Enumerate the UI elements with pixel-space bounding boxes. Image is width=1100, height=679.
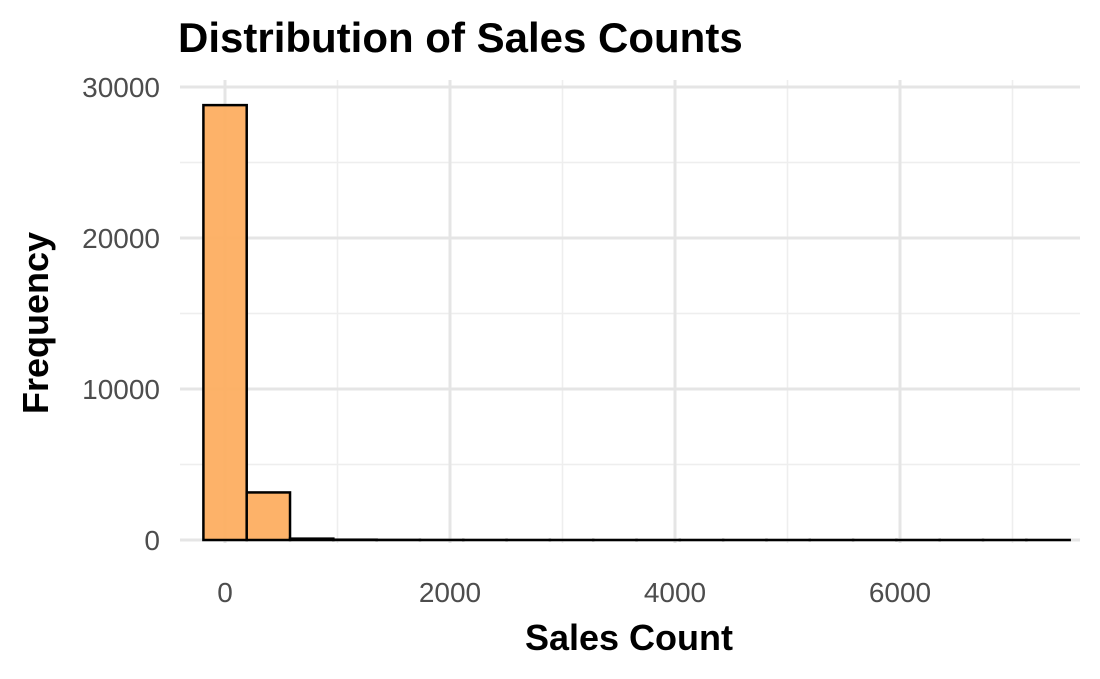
y-tick-label: 20000	[82, 223, 160, 254]
x-axis-title: Sales Count	[525, 617, 733, 658]
y-tick-label: 30000	[82, 72, 160, 103]
histogram-bar	[288, 537, 335, 542]
histogram-bar	[202, 103, 248, 542]
grid	[180, 80, 1080, 543]
x-axis-ticks: 0 2000 4000 6000	[217, 577, 931, 608]
x-tick-label: 6000	[869, 577, 931, 608]
y-tick-label: 10000	[82, 374, 160, 405]
y-axis-title: Frequency	[15, 232, 56, 414]
chart-title: Distribution of Sales Counts	[178, 14, 743, 61]
x-tick-label: 0	[217, 577, 233, 608]
y-axis-ticks: 0 10000 20000 30000	[82, 72, 160, 556]
histogram-bar	[245, 491, 292, 542]
bars	[202, 103, 1071, 542]
x-tick-label: 4000	[644, 577, 706, 608]
y-tick-label: 0	[144, 525, 160, 556]
x-tick-label: 2000	[419, 577, 481, 608]
